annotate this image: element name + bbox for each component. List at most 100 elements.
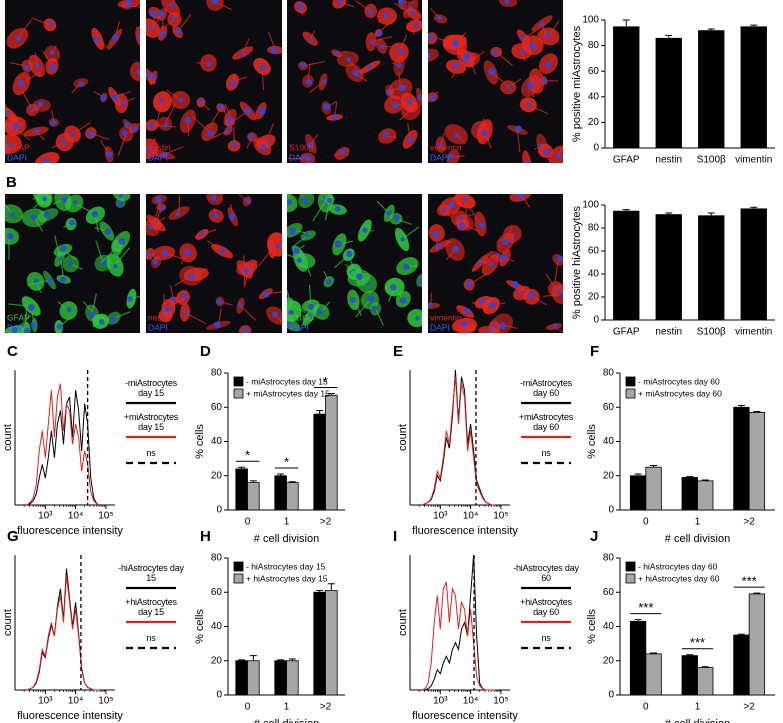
nucleus [175,211,181,217]
significance-label: * [284,454,289,469]
cell-process [307,64,311,82]
legend-label: - miAstrocytes day 15 [246,376,328,386]
nucleus [47,278,53,284]
y-tick-label: 60 [603,402,615,413]
cell-process [523,30,537,38]
histogram-line [26,390,101,506]
y-tick-label: 20 [588,292,600,303]
nucleus [413,23,419,29]
x-tick-label: 0 [245,702,251,713]
nucleus [289,227,296,235]
y-tick-label: 40 [588,269,600,280]
nucleus [288,309,295,316]
histogram-line [26,568,100,691]
bar [313,413,326,511]
nucleus [448,153,455,159]
nucleus [241,51,246,57]
nucleus [225,128,231,134]
x-tick-label: 1 [695,517,701,528]
cells [428,194,563,333]
nucleus [137,33,140,41]
nucleus [155,196,162,203]
nucleus [498,322,506,329]
legend-label: - miAstrocytes day 60 [638,376,720,386]
nucleus [210,195,217,201]
cell-process [187,121,190,137]
nucleus [428,52,431,60]
nucleus [511,281,519,288]
micrograph [428,194,563,333]
nucleus [556,255,563,262]
nucleus [302,197,309,204]
nucleus [406,98,413,105]
cells [428,0,563,163]
nucleus [296,2,304,10]
cell-process [219,300,234,306]
nucleus [528,42,536,50]
cell-process [275,233,278,245]
nucleus [127,296,133,302]
y-tick-label: 100 [582,200,599,211]
nucleus [118,237,126,245]
error-bar [665,212,673,215]
cell-process [146,77,154,81]
nucleus [396,62,402,69]
nucleus [60,245,67,252]
cell-process [334,254,350,268]
bar [325,590,338,696]
nucleus [415,316,420,321]
y-tick-label: 0 [593,315,599,326]
y-axis-label: % cells [586,424,598,459]
cell-process [309,30,316,40]
bar [681,477,698,511]
x-tick-label: S100β [697,155,726,166]
nucleus [392,102,399,109]
nucleus [458,222,465,230]
y-tick-label: 60 [211,587,223,598]
nucleus [435,243,442,250]
cell-process [495,51,513,66]
nucleus [49,50,55,56]
cell-process [208,107,222,129]
cell-process [308,284,312,306]
micrograph [5,194,140,333]
nucleus [488,68,496,76]
x-tick-label: GFAP [613,327,640,338]
nucleus [181,293,188,300]
cell-process [214,1,232,11]
counterstain-label: DAPI [430,322,450,332]
x-tick-label: 10³ [38,696,53,707]
nucleus [211,0,219,5]
nucleus [12,123,20,130]
stain-label: GFAP [7,312,30,322]
legend-label: - hiAstrocytes day 60 [638,561,718,571]
cell-process [224,103,231,118]
bar [698,30,725,149]
y-axis-label: % cells [194,609,206,644]
x-axis-label: # cell division [254,718,319,723]
x-tick-label: GFAP [613,155,640,166]
nucleus [175,28,182,34]
y-tick-label: 40 [603,621,615,632]
y-tick-label: 0 [216,690,222,701]
nucleus [305,79,312,86]
stain-label: S100β [289,312,314,322]
nucleus [506,84,512,90]
nucleus [539,21,545,27]
bar [733,406,750,511]
cell-process [42,50,53,67]
cell-process [91,293,97,314]
nucleus [242,326,249,333]
nucleus [158,10,165,17]
nucleus [56,323,63,330]
legend-label: + hiAstrocytes day 60 [638,573,720,583]
cell-process [184,311,207,325]
y-tick-label: 40 [588,91,600,102]
cell-process [478,260,491,266]
nucleus [131,126,138,132]
y-tick-label: 60 [603,587,615,598]
nucleus [148,224,153,230]
error-bar [249,655,257,661]
cell-process [261,66,265,90]
bar [645,653,662,696]
